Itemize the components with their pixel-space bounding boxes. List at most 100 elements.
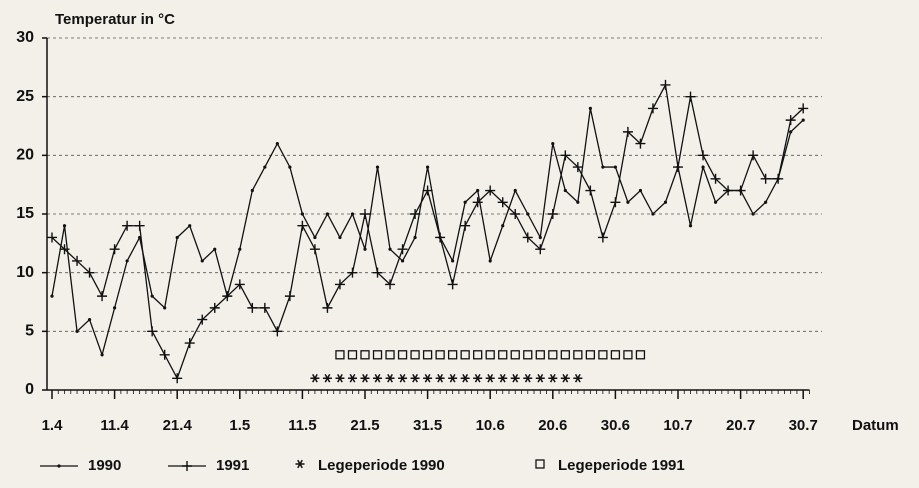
square-marker	[623, 350, 633, 360]
dot-marker	[651, 212, 655, 216]
star-marker	[510, 373, 520, 383]
dot-marker	[288, 165, 292, 169]
star-marker	[335, 373, 345, 383]
square-marker	[447, 350, 458, 360]
plus-marker	[72, 255, 83, 266]
star-marker	[310, 373, 320, 383]
plus-marker	[159, 349, 170, 360]
plus-marker	[147, 326, 158, 337]
series	[310, 373, 583, 383]
plus-marker	[272, 326, 283, 337]
y-tick-label: 20	[16, 147, 34, 164]
x-tick-label: 31.5	[413, 417, 442, 434]
star-marker	[347, 373, 357, 383]
y-tick-label: 5	[25, 323, 34, 340]
star-marker	[410, 373, 420, 383]
dot-marker	[413, 235, 417, 240]
square-marker	[372, 350, 383, 360]
plus-marker	[773, 173, 784, 184]
square-marker	[598, 350, 608, 360]
plus-marker	[485, 185, 496, 196]
plus-marker	[234, 279, 245, 290]
plus-marker	[635, 138, 646, 149]
dot-marker	[275, 142, 279, 146]
square-marker	[422, 350, 433, 360]
star-marker	[573, 373, 583, 383]
plus-marker	[247, 302, 258, 313]
square-marker	[485, 350, 495, 360]
star-marker	[548, 373, 558, 383]
dot-marker	[789, 130, 793, 134]
plus-marker	[410, 209, 421, 219]
dot-marker	[701, 165, 705, 169]
x-tick-label: 11.4	[100, 417, 129, 434]
square-marker	[385, 350, 395, 360]
dot-marker	[551, 142, 555, 146]
plus-marker	[785, 115, 796, 126]
plus-marker	[222, 291, 233, 302]
dot-marker	[163, 306, 167, 310]
plus-marker	[360, 209, 370, 219]
star-marker	[435, 373, 445, 383]
dot-marker	[426, 165, 430, 169]
square-marker	[510, 350, 520, 360]
x-tick-label: 21.4	[163, 417, 193, 434]
plus-marker	[748, 150, 759, 161]
square-marker	[397, 350, 408, 360]
square-marker	[610, 350, 621, 360]
dot-marker	[62, 224, 67, 228]
plus-marker	[347, 267, 358, 278]
plus-marker	[309, 244, 320, 255]
star-marker	[560, 373, 570, 383]
star-marker	[385, 373, 395, 383]
plus-marker	[122, 220, 133, 231]
plus-marker	[182, 461, 192, 471]
plus-marker	[798, 103, 809, 114]
dot-marker	[150, 294, 154, 298]
plus-marker	[435, 232, 446, 243]
square-marker	[635, 350, 646, 360]
dot-marker	[451, 259, 455, 263]
star-marker	[448, 373, 458, 383]
star-marker	[423, 373, 433, 383]
star-marker	[398, 373, 408, 383]
square-marker	[473, 350, 483, 360]
dot-marker	[175, 235, 179, 240]
dot-marker	[313, 235, 317, 240]
dot-marker	[588, 106, 592, 110]
x-tick-label: 1.4	[42, 417, 64, 434]
dot-marker	[463, 200, 467, 204]
dot-marker	[350, 212, 355, 216]
plus-marker	[397, 244, 408, 255]
square-marker	[548, 350, 558, 360]
dot-marker	[338, 235, 342, 240]
star-marker	[498, 373, 508, 383]
series	[335, 350, 646, 360]
dot-marker	[764, 200, 768, 204]
plus-marker	[547, 209, 558, 219]
square-marker	[460, 350, 470, 360]
x-tick-label: 20.7	[726, 417, 755, 434]
plus-marker	[84, 267, 95, 278]
plus-marker	[460, 220, 471, 231]
plus-marker	[510, 209, 521, 219]
square-marker	[347, 350, 358, 360]
plus-marker	[522, 232, 533, 243]
star-marker	[460, 373, 470, 383]
x-tick-label: 1.5	[229, 417, 250, 434]
star-marker	[485, 373, 495, 383]
dot-marker	[300, 212, 304, 216]
plus-marker	[385, 279, 396, 290]
y-tick-label: 0	[25, 381, 34, 398]
star-marker	[523, 373, 533, 383]
plus-marker	[197, 314, 208, 325]
star-marker	[360, 373, 370, 383]
plus-marker	[134, 220, 145, 231]
dot-marker	[801, 118, 805, 122]
square-marker	[435, 350, 445, 360]
plus-marker	[59, 244, 70, 255]
x-tick-label: 21.5	[350, 417, 379, 434]
dot-marker	[263, 165, 267, 169]
dot-marker	[250, 188, 254, 193]
